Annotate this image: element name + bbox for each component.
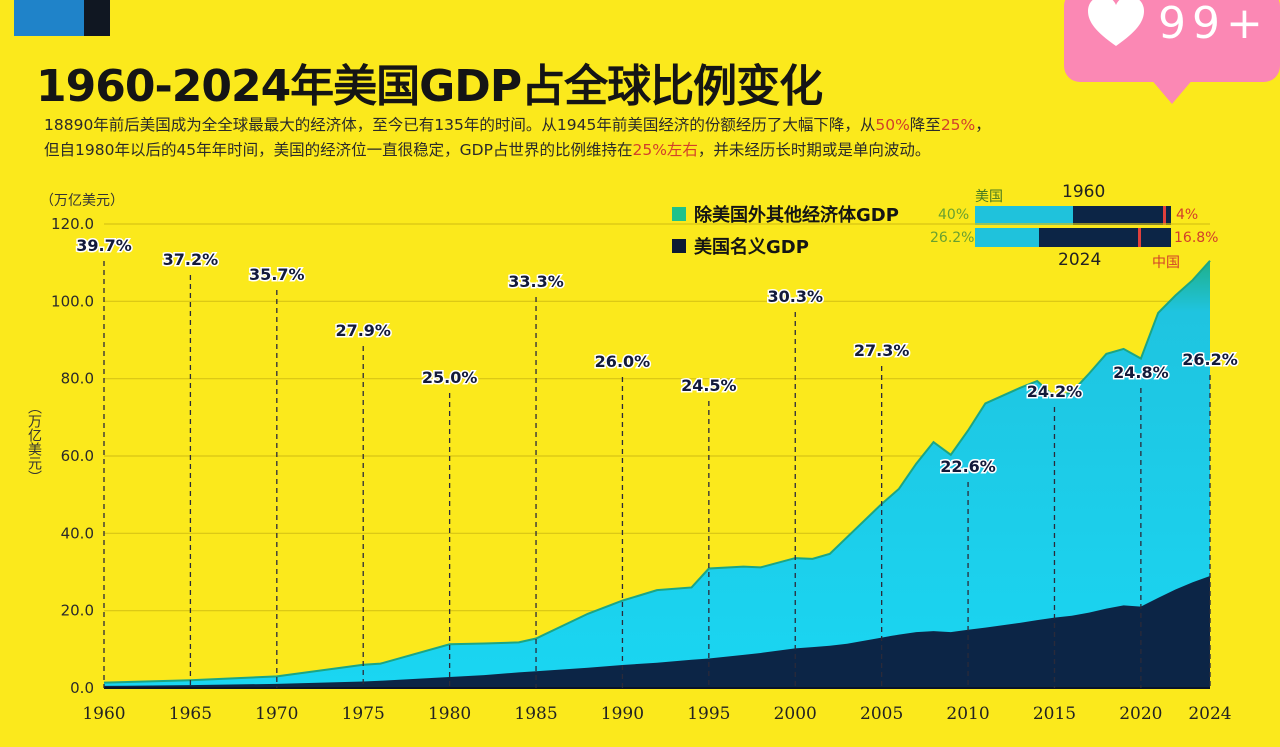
annotation-share-label: 24.2%: [1027, 382, 1083, 401]
description-line-1: 18890年前后美国成为全全球最最大的经济体，至今已有135年的时间。从1945…: [44, 113, 991, 138]
chart-legend: 除美国外其他经济体GDP 美国名义GDP: [672, 198, 899, 262]
desc-text: ，: [975, 116, 991, 134]
legend-swatch-world: [672, 207, 686, 221]
y-tick-label: 0.0: [70, 679, 94, 697]
y-axis-unit-top: （万亿美元）: [40, 193, 124, 209]
y-tick-label: 60.0: [61, 447, 94, 465]
x-tick-label: 1975: [342, 704, 385, 724]
y-axis-label: （万亿美元）: [26, 400, 42, 484]
x-tick-label: 1990: [601, 704, 644, 724]
annotation-share-label: 37.2%: [163, 250, 219, 269]
mini-us-label: 美国: [975, 189, 1003, 205]
mini-bar-us-segment: [975, 228, 1040, 247]
x-tick-label: 1960: [82, 704, 125, 724]
us-gdp-area: [104, 576, 1210, 688]
x-tick-label: 1970: [255, 704, 298, 724]
mini-bar-us-segment: [975, 206, 1073, 225]
page-title: 1960-2024年美国GDP占全球比例变化: [36, 61, 823, 112]
y-tick-label: 80.0: [61, 370, 94, 388]
annotation-share-label: 22.6%: [940, 457, 996, 476]
mini-bar-china-marker: [1163, 206, 1167, 225]
mini-bar-1960: [975, 206, 1171, 225]
x-tick-label: 2024: [1188, 704, 1231, 724]
annotation-share-label: 25.0%: [422, 368, 478, 387]
x-tick-label: 1965: [169, 704, 212, 724]
mini-china-label: 中国: [1152, 255, 1180, 271]
annotation-share-label: 39.7%: [76, 236, 132, 255]
desc-highlight: 25%: [940, 116, 976, 134]
annotation-share-label: 24.8%: [1113, 363, 1169, 382]
y-tick-label: 100.0: [51, 292, 94, 310]
top-decoration-block: [14, 0, 110, 36]
description-line-2: 但自1980年以后的45年年时间，美国的经济位一直很稳定，GDP占世界的比例维持…: [44, 138, 991, 163]
mini-us-share-2024: 26.2%: [930, 230, 975, 246]
mini-bar-china-marker: [1138, 228, 1142, 247]
legend-swatch-us: [672, 239, 686, 253]
world-gdp-area: [104, 260, 1210, 688]
heart-icon: [1088, 0, 1144, 46]
mini-year-2024: 2024: [1058, 250, 1102, 270]
mini-year-1960: 1960: [1062, 182, 1106, 202]
mini-us-share-1960: 40%: [938, 207, 970, 223]
world-gdp-line: [103, 260, 1211, 684]
y-tick-label: 40.0: [61, 524, 94, 542]
desc-text: 18890年前后美国成为全全球最最大的经济体，至今已有135年的时间。从1945…: [44, 116, 876, 134]
annotation-share-label: 26.2%: [1182, 350, 1238, 369]
annotation-share-label: 27.9%: [335, 321, 391, 340]
desc-text: 但自1980年以后的45年年时间，美国的经济位一直很稳定，GDP占世界的比例维持…: [44, 141, 633, 159]
mini-china-share-2024: 16.8%: [1174, 230, 1219, 246]
desc-text: 降至: [909, 116, 941, 134]
x-tick-label: 2015: [1033, 704, 1076, 724]
annotation-share-label: 26.0%: [595, 352, 651, 371]
like-count: 99+: [1158, 0, 1269, 49]
x-tick-label: 1980: [428, 704, 471, 724]
x-tick-label: 1995: [687, 704, 730, 724]
annotation-share-label: 27.3%: [854, 341, 910, 360]
legend-label: 除美国外其他经济体GDP: [694, 205, 899, 226]
mini-china-share-1960: 4%: [1176, 207, 1199, 223]
mini-bar-2024: [975, 228, 1171, 247]
legend-item-world: 除美国外其他经济体GDP: [672, 198, 899, 230]
x-tick-label: 2005: [860, 704, 903, 724]
legend-item-us: 美国名义GDP: [672, 230, 899, 262]
x-tick-label: 2020: [1119, 704, 1162, 724]
annotation-share-label: 33.3%: [508, 272, 564, 291]
x-tick-label: 2000: [774, 704, 817, 724]
annotation-share-label: 24.5%: [681, 376, 737, 395]
desc-highlight: 25%左右: [632, 141, 698, 159]
y-tick-label: 20.0: [61, 602, 94, 620]
x-tick-label: 2010: [946, 704, 989, 724]
y-tick-label: 120.0: [51, 215, 94, 233]
top-decoration-dark: [84, 0, 110, 36]
x-tick-label: 1985: [514, 704, 557, 724]
annotation-share-label: 35.7%: [249, 265, 305, 284]
annotation-share-label: 30.3%: [767, 287, 823, 306]
like-badge-tail: [1150, 78, 1194, 104]
share-comparison-bars: 美国 1960 40% 4% 26.2% 16.8% 2024 中国: [930, 182, 1240, 272]
desc-highlight: 50%: [875, 116, 910, 134]
legend-label: 美国名义GDP: [694, 237, 809, 258]
desc-text: ，并未经历长时期或是单向波动。: [697, 141, 931, 159]
description: 18890年前后美国成为全全球最最大的经济体，至今已有135年的时间。从1945…: [44, 113, 991, 163]
